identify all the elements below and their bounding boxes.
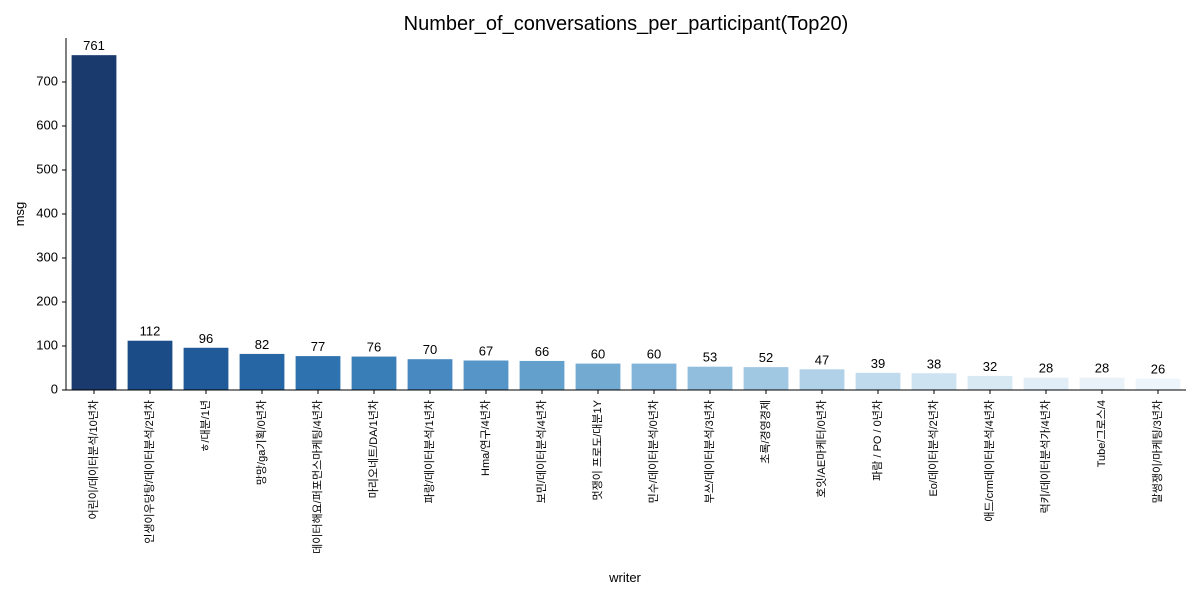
x-tick-label: 인생이우당탕/데이터분석/2년차 [143, 400, 156, 544]
y-axis: 0 100 200 300 400 500 600 700 [36, 38, 67, 396]
chart-title: Number_of_conversations_per_participant(… [404, 13, 849, 35]
data-label: 67 [479, 344, 493, 359]
y-tick-label: 100 [36, 337, 58, 352]
bar [407, 359, 453, 390]
bar [127, 340, 173, 390]
bar [351, 356, 397, 390]
y-tick-label: 0 [51, 381, 58, 396]
x-tick-label: Tube/그로스/4 [1095, 400, 1108, 467]
bar [687, 366, 733, 390]
x-tick-label: 데이터해요/퍼포먼스마케팅/4년차 [310, 400, 324, 554]
bar [631, 363, 677, 390]
x-tick-label: 애드/crm데이터분석/4년차 [983, 400, 996, 522]
data-label: 77 [311, 339, 325, 354]
data-label: 66 [535, 344, 549, 359]
data-label: 761 [83, 38, 105, 53]
y-tick-label: 200 [36, 293, 58, 308]
bar [71, 55, 117, 390]
data-label: 82 [255, 337, 269, 352]
y-tick-label: 500 [36, 161, 58, 176]
bar [743, 367, 789, 390]
y-tick-label: 300 [36, 249, 58, 264]
bar [519, 360, 565, 390]
data-label: 32 [983, 359, 997, 374]
x-tick-label: 파람 / PO / 0년차 [871, 400, 884, 481]
bar [295, 356, 341, 390]
data-label: 76 [367, 340, 381, 355]
bar [1135, 378, 1181, 390]
data-label: 60 [591, 347, 605, 362]
bar [183, 347, 229, 390]
x-tick-label: 호잇/AE마케터/0년차 [815, 400, 828, 498]
bar [799, 369, 845, 390]
data-label: 70 [423, 342, 437, 357]
x-tick-label: Hma/연구/4년차 [479, 400, 492, 476]
y-tick-label: 700 [36, 73, 58, 88]
bar [1023, 377, 1069, 390]
data-labels-group: 761 112 96 82 77 76 70 67 66 60 60 53 52 47 39 38 32 28 28… [83, 38, 1165, 376]
y-tick-label: 600 [36, 117, 58, 132]
data-label: 112 [140, 324, 161, 339]
bar [855, 372, 901, 390]
bar [575, 363, 621, 390]
x-tick-label: 럭키/데이터분석가/4년차 [1039, 400, 1052, 513]
x-tick-label: 초록/경영경제 [759, 400, 772, 464]
data-label: 52 [759, 350, 773, 365]
x-tick-label: ㅎ/대분/1년 [199, 400, 212, 453]
bar [239, 353, 285, 390]
bar [967, 375, 1013, 390]
y-axis-label: msg [12, 202, 27, 227]
x-tick-label: 멋쟁이 프로도/대분1Y [591, 399, 604, 500]
x-tick-label: 부쓰/데이터분석/3년차 [703, 400, 716, 503]
data-label: 96 [199, 331, 213, 346]
x-tick-label: 망망/ga기획/0년차 [255, 400, 268, 485]
data-label: 39 [871, 356, 885, 371]
x-tick-label: 말썽쟁이/마케팅/3년차 [1151, 400, 1164, 503]
x-tick-label: 민수/데이터분석/0년차 [647, 400, 660, 503]
y-tick-label: 400 [36, 205, 58, 220]
data-label: 28 [1095, 361, 1109, 376]
x-tick-label: 파랑/데이터분석/1년차 [423, 400, 436, 503]
x-tick-label: 마리오네트/DA/1년차 [367, 400, 380, 498]
data-label: 60 [647, 347, 661, 362]
x-tick-label: 보민/데이터분석/4년차 [535, 400, 548, 503]
data-label: 28 [1039, 361, 1053, 376]
x-tick-label: 어린이/데이터분석/10년차 [87, 400, 100, 520]
data-label: 47 [815, 352, 829, 367]
bars-group [71, 55, 1181, 390]
bar [911, 373, 957, 390]
x-tick-label: Eo/데이터분석/2년차 [927, 400, 940, 497]
bar [463, 360, 509, 390]
data-label: 38 [927, 356, 941, 371]
x-axis: 어린이/데이터분석/10년차 인생이우당탕/데이터분석/2년차 ㅎ/대분/1년 망망/… [66, 389, 1186, 554]
bar [1079, 377, 1125, 390]
data-label: 26 [1151, 362, 1165, 377]
x-axis-label: writer [608, 570, 641, 585]
data-label: 53 [703, 350, 717, 365]
